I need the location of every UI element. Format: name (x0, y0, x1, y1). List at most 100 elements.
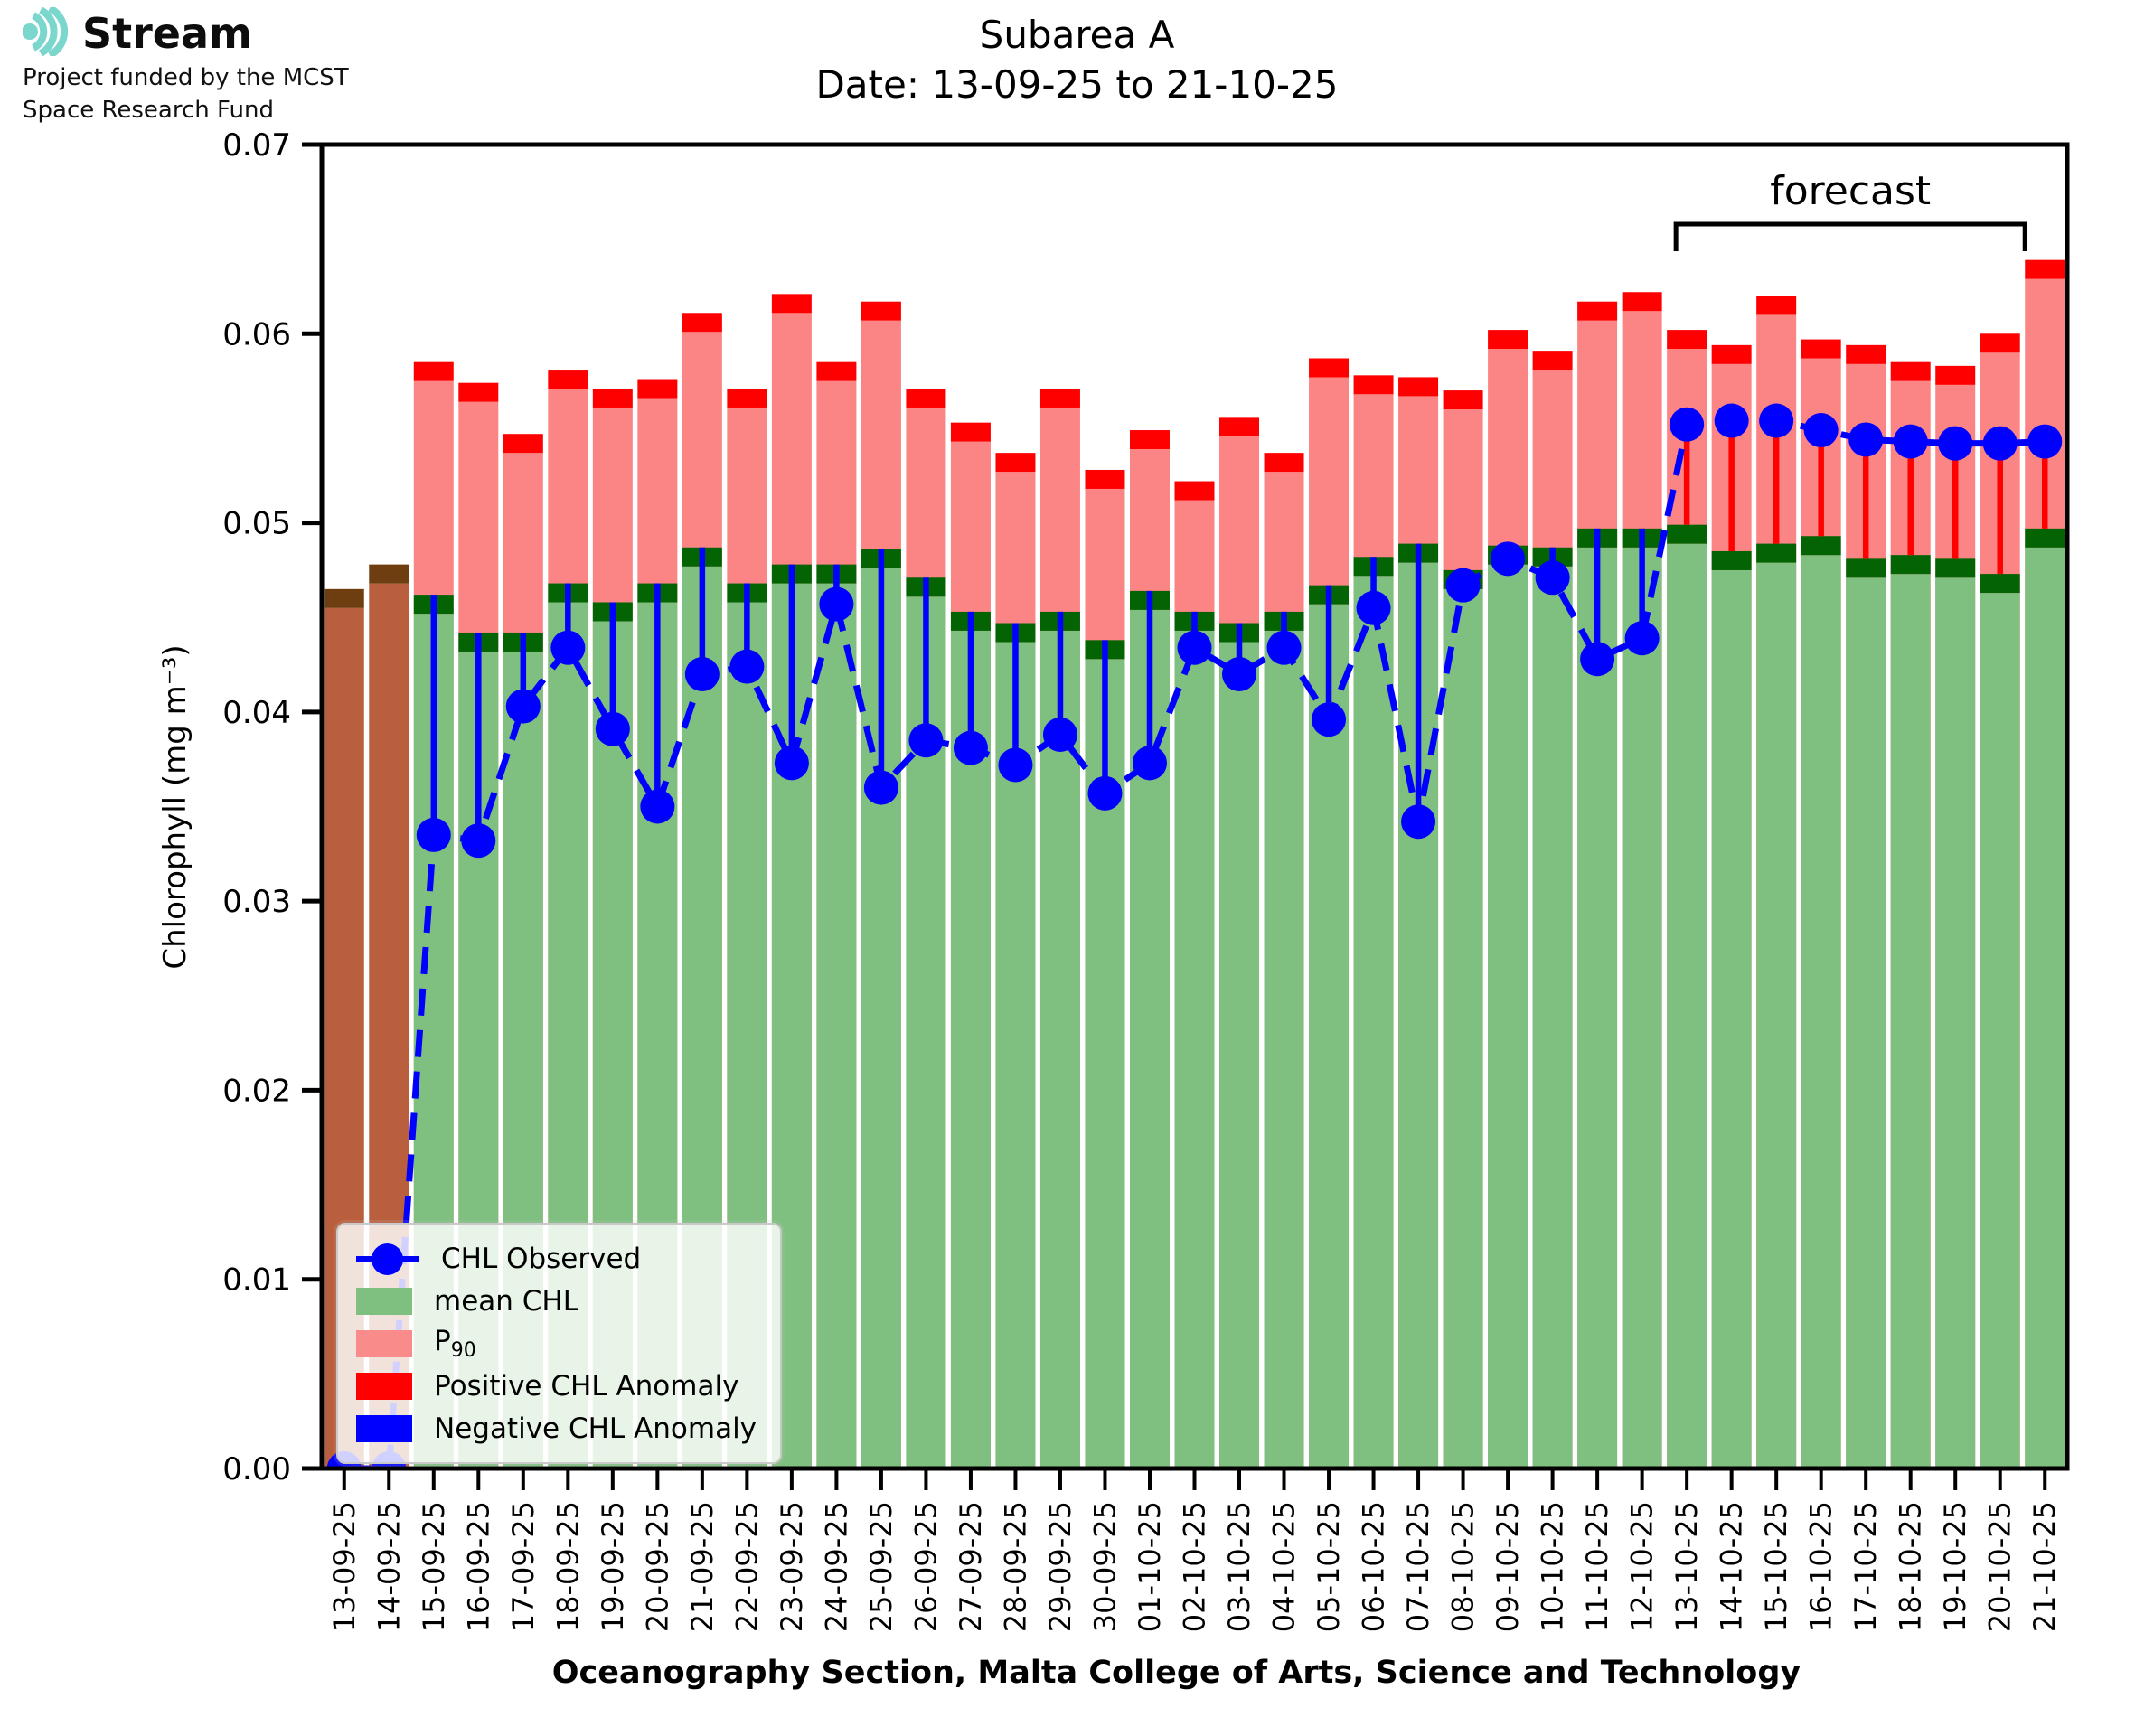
y-tick-label: 0.03 (222, 884, 291, 920)
observed-dot (1982, 426, 2018, 461)
p90-bar-cap (637, 379, 678, 399)
legend-item: P90 (356, 1322, 757, 1365)
x-tick-label: 17-10-25 (1848, 1501, 1883, 1632)
p90-bar-cap (1085, 469, 1125, 489)
p90-bar-cap (1129, 430, 1170, 450)
observed-dot (595, 711, 630, 746)
observed-dot (1312, 702, 1347, 737)
x-tick-label: 27-09-25 (954, 1501, 988, 1632)
data-layer (324, 259, 2065, 1469)
x-tick-label: 08-10-25 (1446, 1501, 1481, 1632)
observed-dot (1042, 717, 1077, 752)
observed-dot (1087, 775, 1123, 811)
p90-bar-cap (1398, 377, 1439, 397)
x-tick-label: 25-09-25 (864, 1501, 898, 1632)
mean-chl-bar (1711, 569, 1752, 1469)
legend-item: CHL Observed (356, 1237, 757, 1280)
legend-swatch-icon (356, 1287, 412, 1315)
p90-bar-cap (503, 434, 543, 454)
x-tick-label: 24-09-25 (819, 1501, 853, 1632)
p90-bar-cap (995, 453, 1036, 473)
x-tick-label: 18-10-25 (1894, 1501, 1928, 1632)
x-tick-label: 20-09-25 (640, 1501, 674, 1632)
p90-bar-cap (727, 388, 767, 408)
observed-dot (953, 730, 988, 765)
y-tick-label: 0.01 (222, 1262, 291, 1299)
p90-bar-cap (1711, 344, 1752, 364)
mean-chl-bar (1532, 566, 1573, 1469)
mean-chl-bar (1309, 604, 1350, 1469)
p90-bar-cap (1488, 330, 1528, 350)
observed-dot (998, 747, 1033, 783)
mean-chl-bar-cap (1935, 558, 1976, 578)
mean-chl-bar (1935, 577, 1976, 1469)
y-axis-label: Chlorophyll (mg m⁻³) (157, 644, 193, 969)
x-tick-label: 05-10-25 (1312, 1501, 1346, 1632)
p90-bar-cap (1890, 361, 1931, 381)
observed-dot (1624, 621, 1660, 656)
nodata-bar-cap (369, 564, 409, 584)
x-tick-label: 12-10-25 (1625, 1501, 1660, 1632)
legend-item-label: P90 (434, 1324, 476, 1363)
p90-bar-cap (1801, 339, 1841, 359)
mean-chl-bar (1219, 642, 1260, 1469)
x-tick-label: 23-09-25 (775, 1501, 809, 1632)
observed-dot (550, 630, 586, 665)
mean-chl-bar (1667, 543, 1707, 1469)
mean-chl-bar (1622, 547, 1662, 1469)
p90-bar-cap (1353, 375, 1394, 395)
mean-chl-bar (1890, 574, 1931, 1469)
x-tick-label: 06-10-25 (1357, 1501, 1391, 1632)
p90-bar-cap (1667, 330, 1707, 350)
x-tick-label: 13-09-25 (327, 1501, 362, 1632)
observed-dot (1938, 426, 1973, 461)
legend-item: mean CHL (356, 1280, 757, 1322)
p90-bar-cap (1577, 301, 1618, 321)
observed-dot (1177, 630, 1212, 665)
p90-bar-cap (592, 388, 633, 408)
x-tick-label: 10-10-25 (1536, 1501, 1570, 1632)
mean-chl-bar (1443, 588, 1483, 1469)
logo-funding-line1: Project funded by the MCST (23, 64, 349, 91)
p90-bar-cap (1039, 388, 1080, 408)
mean-chl-bar (1353, 576, 1394, 1469)
mean-chl-bar-cap (2025, 528, 2065, 548)
observed-dot (1132, 746, 1167, 781)
mean-chl-bar-cap (1801, 536, 1841, 556)
mean-chl-bar (816, 583, 857, 1469)
x-tick-label: 09-10-25 (1491, 1501, 1525, 1632)
observed-dot (1222, 657, 1257, 691)
p90-bar-cap (1174, 481, 1215, 501)
observed-dot (640, 789, 675, 824)
observed-dot (416, 817, 451, 852)
p90-bar-cap (816, 361, 857, 381)
x-tick-label: 22-09-25 (729, 1501, 764, 1632)
observed-dot (505, 689, 541, 724)
forecast-label: forecast (1770, 168, 1931, 214)
observed-dot (1266, 630, 1302, 665)
p90-bar-cap (1309, 358, 1350, 378)
x-tick-label: 02-10-25 (1178, 1501, 1212, 1632)
observed-dot (1580, 642, 1615, 677)
y-tick-label: 0.06 (222, 316, 291, 352)
observed-dot (1759, 403, 1794, 438)
p90-bar-cap (1264, 453, 1304, 473)
mean-chl-bar (950, 630, 991, 1469)
legend-swatch-icon (356, 1329, 412, 1357)
p90-bar-cap (682, 313, 722, 333)
legend-swatch-icon (356, 1414, 412, 1442)
x-tick-label: 15-09-25 (417, 1501, 451, 1632)
observed-dot (908, 723, 944, 758)
mean-chl-bar-cap (1667, 524, 1707, 544)
mean-chl-bar-cap (1846, 558, 1886, 578)
p90-bar-cap (1846, 344, 1886, 364)
p90-bar-cap (2025, 259, 2065, 279)
observed-dot (1670, 407, 1705, 442)
logo-brand-text: Stream (82, 9, 252, 58)
observed-dot (1491, 541, 1526, 577)
observed-dot (729, 649, 765, 684)
y-tick-label: 0.05 (222, 506, 291, 542)
stream-logo: Stream Project funded by the MCST Space … (22, 5, 438, 127)
mean-chl-bar-cap (1890, 555, 1931, 575)
